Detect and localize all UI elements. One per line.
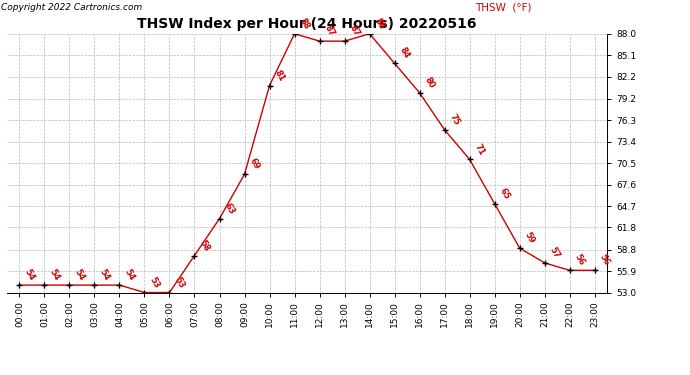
Title: THSW Index per Hour (24 Hours) 20220516: THSW Index per Hour (24 Hours) 20220516 <box>137 17 477 31</box>
Text: 71: 71 <box>473 142 486 157</box>
Text: THSW  (°F): THSW (°F) <box>475 3 531 13</box>
Text: 56: 56 <box>598 253 611 267</box>
Text: 87: 87 <box>322 24 336 38</box>
Text: 59: 59 <box>522 231 536 245</box>
Text: 53: 53 <box>172 275 186 290</box>
Text: Copyright 2022 Cartronics.com: Copyright 2022 Cartronics.com <box>1 3 142 12</box>
Text: 88: 88 <box>297 16 311 31</box>
Text: 53: 53 <box>147 275 161 290</box>
Text: 87: 87 <box>347 24 361 38</box>
Text: 88: 88 <box>373 16 386 31</box>
Text: 54: 54 <box>97 268 111 282</box>
Text: 84: 84 <box>397 46 411 60</box>
Text: 63: 63 <box>222 201 236 216</box>
Text: 54: 54 <box>22 268 36 282</box>
Text: 56: 56 <box>573 253 586 267</box>
Text: 54: 54 <box>47 268 61 282</box>
Text: 80: 80 <box>422 76 436 90</box>
Text: 69: 69 <box>247 157 261 171</box>
Text: 75: 75 <box>447 112 461 127</box>
Text: 54: 54 <box>122 268 136 282</box>
Text: 58: 58 <box>197 238 211 253</box>
Text: 81: 81 <box>273 68 286 83</box>
Text: 65: 65 <box>497 186 511 201</box>
Text: 54: 54 <box>72 268 86 282</box>
Text: 57: 57 <box>547 246 561 260</box>
